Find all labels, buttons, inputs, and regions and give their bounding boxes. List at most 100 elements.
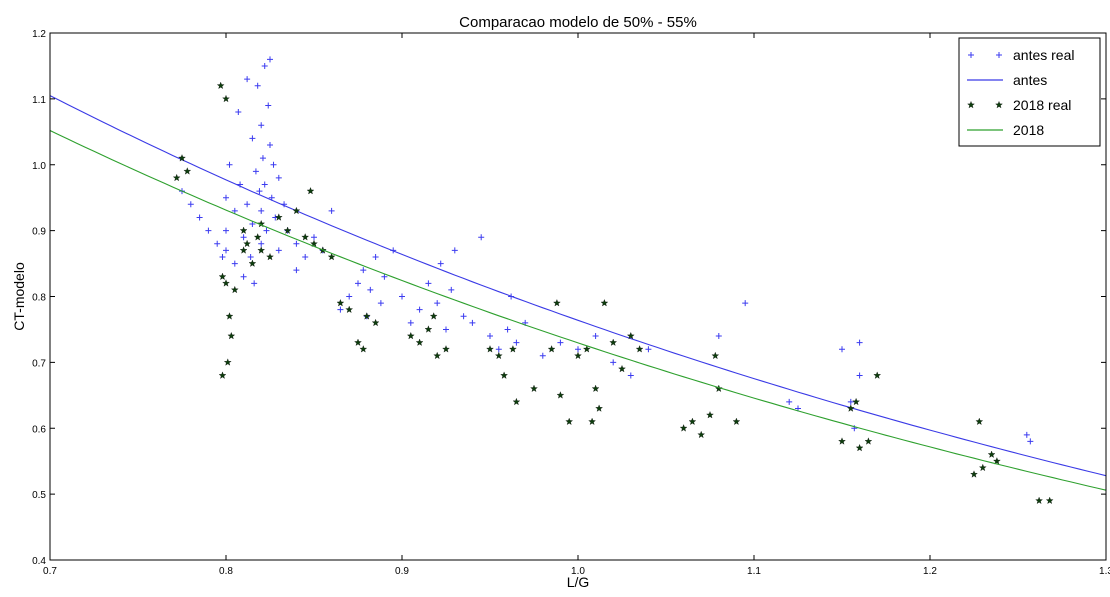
point-antes-real — [261, 62, 268, 69]
point-2018-real — [547, 345, 556, 353]
x-tick-label: 0.7 — [43, 566, 57, 577]
point-antes-real — [251, 280, 258, 287]
point-antes-real — [302, 253, 309, 260]
x-tick-label: 1.1 — [747, 566, 761, 577]
point-antes-real — [258, 122, 265, 129]
point-antes-real — [263, 227, 270, 234]
point-2018-real — [223, 358, 232, 366]
point-antes-real — [539, 352, 546, 359]
point-2018-real — [978, 463, 987, 472]
point-antes-real — [219, 253, 226, 260]
point-antes-real — [258, 240, 265, 247]
point-2018-real — [433, 351, 442, 360]
point-antes-real — [443, 326, 449, 333]
point-2018-real — [975, 417, 984, 425]
legend-entry-label: 2018 real — [1013, 97, 1071, 113]
point-antes-real — [254, 82, 261, 89]
point-antes-real — [504, 326, 511, 333]
point-antes-real — [261, 181, 268, 188]
point-2018-real — [838, 437, 846, 445]
point-antes-real — [434, 300, 441, 307]
point-2018-real — [635, 345, 644, 353]
point-2018-real — [442, 345, 450, 353]
point-2018-real — [216, 81, 225, 89]
point-2018-real — [846, 404, 855, 412]
point-antes-real — [256, 188, 263, 195]
point-antes-real — [249, 221, 256, 228]
point-antes-real — [346, 293, 353, 300]
point-2018-real — [266, 252, 274, 261]
point-2018-real — [292, 206, 301, 215]
plot-frame — [49, 32, 1107, 561]
point-2018-real — [424, 325, 433, 333]
point-2018-real — [588, 417, 596, 425]
point-antes-real — [495, 346, 502, 353]
point-2018-real — [218, 371, 227, 379]
point-antes-real — [205, 227, 212, 234]
legend-box — [958, 37, 1101, 147]
point-antes-real — [786, 398, 793, 405]
point-2018-real — [970, 470, 978, 478]
point-antes-real — [856, 372, 863, 379]
point-2018-real — [327, 252, 336, 261]
point-2018-real — [243, 239, 251, 248]
point-antes-real — [360, 267, 367, 274]
x-tick-label: 1.2 — [923, 566, 937, 577]
point-antes-real — [407, 319, 414, 326]
point-2018-real — [239, 246, 248, 254]
point-antes-real — [575, 346, 581, 353]
y-tick-label: 0.7 — [32, 358, 46, 369]
y-tick-label: 1.2 — [32, 29, 46, 40]
point-2018-real — [714, 384, 723, 392]
point-2018-real — [697, 430, 706, 439]
point-2018-real — [565, 417, 574, 425]
line-2018 — [50, 130, 1106, 491]
point-2018-real — [222, 94, 230, 103]
point-2018-real — [873, 371, 882, 379]
point-antes-real — [425, 280, 432, 287]
point-2018-real — [306, 187, 315, 195]
plot-area — [50, 56, 1106, 504]
legend-star-swatch — [967, 100, 975, 109]
point-antes-real — [187, 201, 194, 208]
point-antes-real — [196, 214, 203, 221]
point-2018-real — [486, 345, 494, 353]
point-2018-real — [354, 338, 362, 346]
legend-plus-swatch — [996, 52, 1002, 58]
point-2018-real — [230, 285, 239, 294]
x-tick-label: 1.3 — [1099, 566, 1110, 577]
point-2018-real — [429, 312, 438, 320]
x-tick-label: 0.8 — [219, 566, 233, 577]
y-tick-label: 0.8 — [32, 293, 46, 304]
point-2018-real — [218, 272, 227, 280]
y-tick-label: 0.4 — [32, 556, 46, 567]
point-antes-real — [557, 339, 564, 346]
point-antes-real — [399, 293, 405, 300]
point-antes-real — [226, 161, 233, 168]
point-2018-real — [706, 411, 714, 419]
point-2018-real — [253, 233, 262, 241]
legend-entry-label: antes real — [1013, 47, 1074, 63]
point-antes-real — [1023, 431, 1030, 438]
point-antes-real — [469, 319, 476, 326]
legend-plus-swatch — [968, 52, 974, 58]
point-2018-real — [679, 424, 688, 432]
point-antes-real — [249, 135, 256, 142]
point-antes-real — [275, 174, 282, 181]
point-antes-real — [223, 227, 229, 234]
point-2018-real — [225, 312, 234, 320]
point-antes-real — [487, 333, 493, 340]
point-antes-real — [223, 247, 229, 254]
point-2018-real — [345, 305, 354, 313]
point-antes-real — [293, 240, 300, 247]
point-antes-real — [610, 359, 617, 366]
point-antes-real — [267, 56, 273, 63]
y-tick-label: 1.1 — [32, 95, 46, 106]
point-2018-real — [371, 318, 380, 327]
point-antes-real — [451, 247, 458, 254]
point-2018-real — [183, 167, 192, 175]
point-2018-real — [987, 450, 996, 458]
point-antes-real — [367, 286, 374, 293]
point-antes-real — [247, 253, 254, 260]
